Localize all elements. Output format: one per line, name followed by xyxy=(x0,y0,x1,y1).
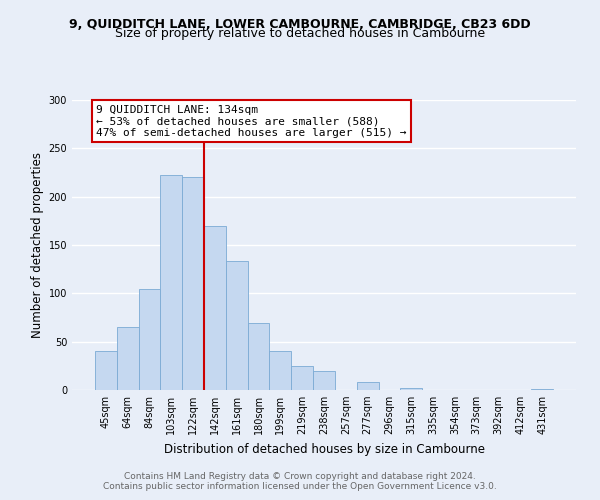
Y-axis label: Number of detached properties: Number of detached properties xyxy=(31,152,44,338)
Bar xyxy=(357,382,379,390)
Bar xyxy=(313,370,335,390)
Bar xyxy=(248,324,269,390)
Bar xyxy=(117,327,139,390)
Bar xyxy=(269,352,291,390)
X-axis label: Distribution of detached houses by size in Cambourne: Distribution of detached houses by size … xyxy=(163,442,485,456)
Bar xyxy=(400,388,422,390)
Text: Contains public sector information licensed under the Open Government Licence v3: Contains public sector information licen… xyxy=(103,482,497,491)
Text: 9 QUIDDITCH LANE: 134sqm
← 53% of detached houses are smaller (588)
47% of semi-: 9 QUIDDITCH LANE: 134sqm ← 53% of detach… xyxy=(96,105,407,138)
Bar xyxy=(291,366,313,390)
Bar xyxy=(226,262,248,390)
Bar xyxy=(160,176,182,390)
Bar xyxy=(182,178,204,390)
Text: 9, QUIDDITCH LANE, LOWER CAMBOURNE, CAMBRIDGE, CB23 6DD: 9, QUIDDITCH LANE, LOWER CAMBOURNE, CAMB… xyxy=(69,18,531,30)
Text: Contains HM Land Registry data © Crown copyright and database right 2024.: Contains HM Land Registry data © Crown c… xyxy=(124,472,476,481)
Text: Size of property relative to detached houses in Cambourne: Size of property relative to detached ho… xyxy=(115,28,485,40)
Bar xyxy=(531,389,553,390)
Bar xyxy=(95,352,117,390)
Bar xyxy=(204,226,226,390)
Bar xyxy=(139,288,160,390)
